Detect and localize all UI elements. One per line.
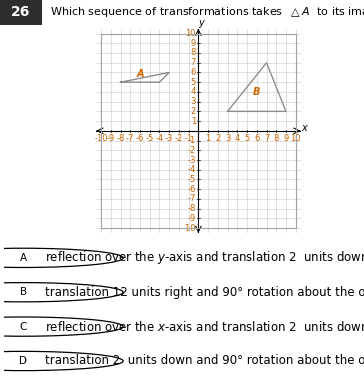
- Text: -6: -6: [136, 134, 144, 143]
- Text: B: B: [253, 87, 261, 97]
- Text: -2: -2: [188, 146, 196, 155]
- Text: A: A: [136, 70, 144, 79]
- Text: -1: -1: [188, 136, 196, 145]
- Text: 10: 10: [290, 134, 301, 143]
- Text: reflection over the $x$-axis and translation 2  units down: reflection over the $x$-axis and transla…: [45, 320, 364, 333]
- Text: 5: 5: [191, 78, 196, 87]
- Text: Which sequence of transformations takes  $\triangle A$  to its image,  $\triangl: Which sequence of transformations takes …: [50, 5, 364, 19]
- Text: D: D: [19, 356, 27, 366]
- Text: A: A: [20, 253, 27, 263]
- Text: 5: 5: [244, 134, 250, 143]
- Text: 8: 8: [274, 134, 279, 143]
- Text: 8: 8: [191, 49, 196, 57]
- Text: -9: -9: [107, 134, 115, 143]
- Text: -7: -7: [126, 134, 134, 143]
- Text: 3: 3: [225, 134, 230, 143]
- Text: y: y: [198, 18, 204, 28]
- Text: 1: 1: [191, 117, 196, 126]
- Text: 7: 7: [191, 58, 196, 67]
- Text: C: C: [20, 322, 27, 332]
- Text: B: B: [20, 287, 27, 297]
- Text: translation 2  units down and 90° rotation about the origin: translation 2 units down and 90° rotatio…: [45, 354, 364, 367]
- Text: 9: 9: [191, 39, 196, 48]
- Text: -3: -3: [187, 155, 196, 165]
- Text: 2: 2: [215, 134, 221, 143]
- Text: reflection over the $y$-axis and translation 2  units down: reflection over the $y$-axis and transla…: [45, 249, 364, 266]
- Text: -5: -5: [146, 134, 154, 143]
- Text: 4: 4: [191, 87, 196, 96]
- Text: -6: -6: [187, 185, 196, 194]
- Text: -4: -4: [155, 134, 163, 143]
- Text: 3: 3: [191, 97, 196, 106]
- Text: -8: -8: [187, 204, 196, 213]
- Text: -10: -10: [182, 223, 196, 233]
- Text: -3: -3: [165, 134, 173, 143]
- Text: -10: -10: [94, 134, 108, 143]
- Text: -2: -2: [175, 134, 183, 143]
- Text: x: x: [301, 123, 307, 133]
- Text: 2: 2: [191, 107, 196, 116]
- Text: 26: 26: [11, 5, 31, 19]
- Text: 1: 1: [206, 134, 211, 143]
- Text: 9: 9: [283, 134, 289, 143]
- Text: -8: -8: [116, 134, 125, 143]
- Text: 4: 4: [235, 134, 240, 143]
- Text: -4: -4: [188, 165, 196, 174]
- Text: 6: 6: [191, 68, 196, 77]
- Text: 6: 6: [254, 134, 260, 143]
- Text: -5: -5: [188, 175, 196, 184]
- Text: -1: -1: [185, 134, 193, 143]
- Text: translation 12 units right and 90° rotation about the origin: translation 12 units right and 90° rotat…: [45, 286, 364, 299]
- Text: -9: -9: [188, 214, 196, 223]
- Text: 7: 7: [264, 134, 269, 143]
- Text: -7: -7: [187, 194, 196, 204]
- Text: 10: 10: [185, 29, 196, 38]
